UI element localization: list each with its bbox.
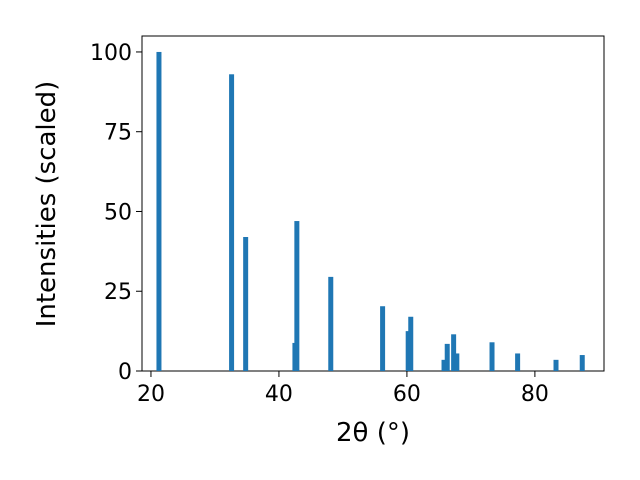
y-tick-label: 50 bbox=[104, 200, 132, 225]
bar bbox=[328, 276, 334, 371]
bar bbox=[451, 334, 457, 371]
plot-frame bbox=[141, 35, 605, 372]
bar bbox=[444, 343, 450, 371]
bar bbox=[441, 359, 447, 371]
x-axis-label: 2θ (°) bbox=[336, 418, 410, 448]
y-tick-label: 100 bbox=[90, 41, 132, 66]
bar bbox=[454, 353, 460, 371]
bar bbox=[243, 237, 249, 371]
y-tick-label: 0 bbox=[118, 360, 132, 385]
bar bbox=[408, 316, 414, 371]
x-tick-label: 40 bbox=[265, 382, 293, 407]
y-axis-label: Intensities (scaled) bbox=[32, 81, 62, 328]
bar bbox=[294, 221, 300, 371]
bar bbox=[229, 74, 235, 372]
x-tick-label: 60 bbox=[393, 382, 421, 407]
x-tick-label: 80 bbox=[521, 382, 549, 407]
y-tick-label: 75 bbox=[104, 121, 132, 146]
bar bbox=[380, 306, 386, 371]
y-tick-label: 25 bbox=[104, 280, 132, 305]
x-tick-label: 20 bbox=[137, 382, 165, 407]
bar bbox=[489, 342, 495, 371]
bar bbox=[553, 359, 559, 371]
bar bbox=[515, 353, 521, 371]
bar bbox=[405, 331, 411, 371]
bar bbox=[156, 51, 162, 371]
bar bbox=[579, 355, 585, 371]
